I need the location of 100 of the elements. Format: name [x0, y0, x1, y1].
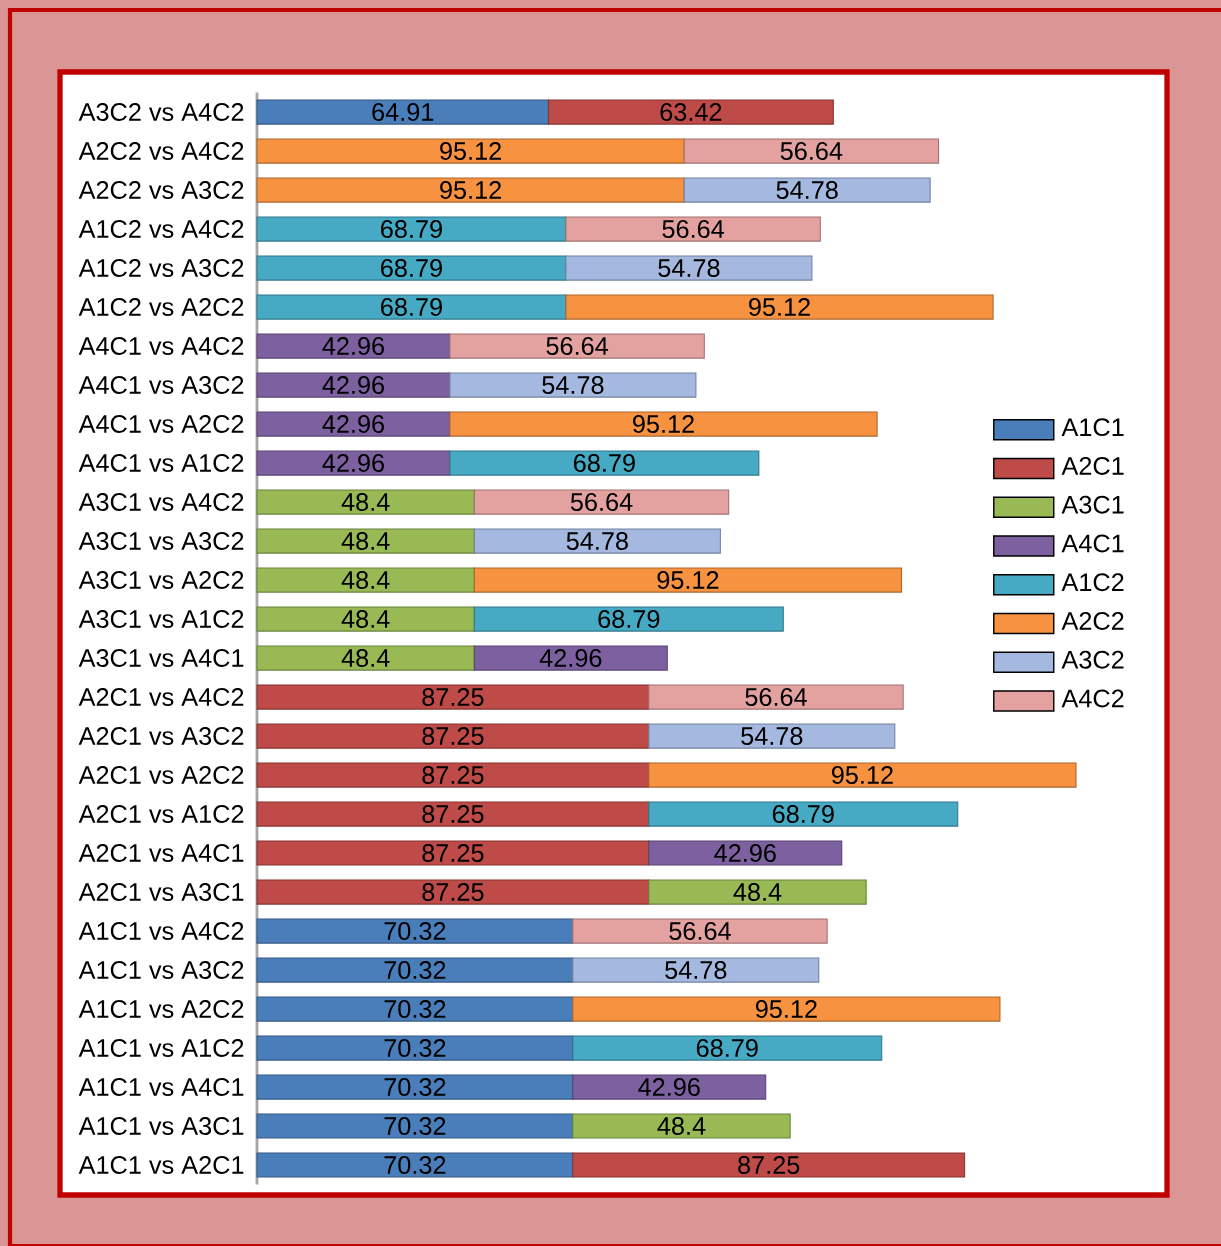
bar [572, 918, 828, 944]
y-tick-label: A4C1 vs A4C2 [78, 337, 244, 355]
bar [449, 372, 697, 398]
data-label: 87.25 [422, 844, 484, 862]
bar [648, 840, 843, 866]
legend-label: A2C1 [1061, 457, 1124, 475]
bar [473, 645, 668, 671]
bar [572, 996, 1001, 1022]
data-label: 95.12 [749, 298, 810, 316]
bar [256, 1152, 574, 1178]
data-label: 70.32 [384, 961, 446, 979]
bar [648, 723, 896, 749]
bar [565, 255, 813, 281]
y-tick-label: A3C1 vs A4C2 [78, 493, 244, 511]
data-label: 70.32 [384, 922, 446, 940]
data-label: 70.32 [384, 1156, 446, 1174]
bar [256, 450, 451, 476]
bar [648, 879, 867, 905]
data-label: 48.4 [733, 883, 782, 901]
data-label: 54.78 [741, 727, 803, 745]
bar [547, 99, 834, 125]
y-tick-label: A3C1 vs A4C1 [78, 649, 244, 667]
bar [256, 99, 550, 125]
data-label: 54.78 [776, 181, 838, 199]
data-label: 95.12 [755, 1000, 817, 1018]
bar [572, 957, 820, 983]
data-label: 56.64 [662, 220, 725, 238]
y-tick-label: A4C1 vs A1C2 [78, 454, 244, 472]
bar [572, 1074, 767, 1100]
data-label: 54.78 [566, 532, 628, 550]
y-tick-label: A1C2 vs A2C2 [78, 298, 244, 316]
bar [256, 918, 574, 944]
bar [473, 567, 903, 593]
data-label: 70.32 [384, 1078, 446, 1096]
y-tick-label: A2C1 vs A3C1 [78, 883, 244, 901]
data-label: 68.79 [598, 610, 660, 628]
y-tick-label: A2C1 vs A4C1 [78, 844, 244, 862]
y-tick-label: A3C1 vs A3C2 [78, 532, 244, 550]
bar [256, 1113, 574, 1139]
bar [256, 528, 475, 554]
bar [648, 684, 904, 710]
bar [256, 138, 685, 164]
data-label: 70.32 [384, 1117, 446, 1135]
y-tick-label: A2C1 vs A2C2 [78, 766, 244, 784]
bar [449, 333, 705, 359]
data-label: 42.96 [322, 415, 384, 433]
bar [256, 489, 475, 515]
bar [256, 411, 451, 437]
y-tick-label: A2C1 vs A4C2 [78, 688, 244, 706]
data-label: 87.25 [422, 883, 484, 901]
y-tick-label: A1C1 vs A1C2 [78, 1039, 244, 1057]
data-label: 95.12 [633, 415, 694, 433]
legend-label: A1C1 [1061, 418, 1124, 437]
bar [256, 762, 650, 788]
bar [256, 567, 475, 593]
bar [473, 606, 784, 632]
bar [256, 177, 685, 203]
bar [473, 489, 730, 515]
y-tick-label: A1C1 vs A2C1 [78, 1156, 244, 1174]
data-label: 48.4 [341, 493, 390, 511]
y-tick-label: A4C1 vs A3C2 [78, 376, 244, 394]
y-tick-label: A1C2 vs A3C2 [78, 259, 244, 277]
data-label: 70.32 [384, 1000, 446, 1018]
data-label: 87.25 [422, 688, 484, 706]
bar [572, 1152, 966, 1178]
bar [256, 372, 451, 398]
legend-label: A3C1 [1061, 495, 1124, 514]
data-label: 95.12 [831, 766, 893, 784]
bar [572, 1113, 791, 1139]
bar [449, 450, 760, 476]
data-label: 42.96 [539, 649, 602, 667]
data-label: 95.12 [657, 571, 719, 589]
y-tick-label: A3C1 vs A1C2 [78, 610, 244, 628]
data-label: 48.4 [341, 532, 390, 550]
data-label: 68.79 [574, 454, 635, 472]
y-tick-label: A4C1 vs A2C2 [78, 415, 244, 433]
bar [256, 840, 650, 866]
data-label: 56.64 [745, 688, 807, 706]
bar [256, 294, 567, 320]
data-label: 56.64 [780, 142, 843, 160]
bar [683, 138, 940, 164]
data-label: 87.25 [422, 805, 484, 823]
data-label: 56.64 [546, 337, 609, 355]
data-label: 63.42 [660, 103, 722, 121]
bar [256, 1074, 574, 1100]
data-label: 68.79 [381, 298, 442, 316]
data-label: 95.12 [440, 181, 501, 199]
data-label: 56.64 [570, 493, 633, 511]
data-label: 95.12 [440, 142, 501, 160]
legend-label: A1C2 [1061, 573, 1124, 592]
data-label: 42.96 [638, 1078, 700, 1096]
bar [256, 255, 567, 281]
bar [256, 645, 475, 671]
data-label: 68.79 [381, 259, 442, 277]
bar [683, 177, 931, 203]
bar [256, 1035, 574, 1061]
data-label: 54.78 [542, 376, 604, 394]
data-label: 70.32 [384, 1039, 446, 1057]
data-label: 42.96 [714, 844, 776, 862]
y-tick-label: A3C2 vs A4C2 [78, 103, 244, 121]
